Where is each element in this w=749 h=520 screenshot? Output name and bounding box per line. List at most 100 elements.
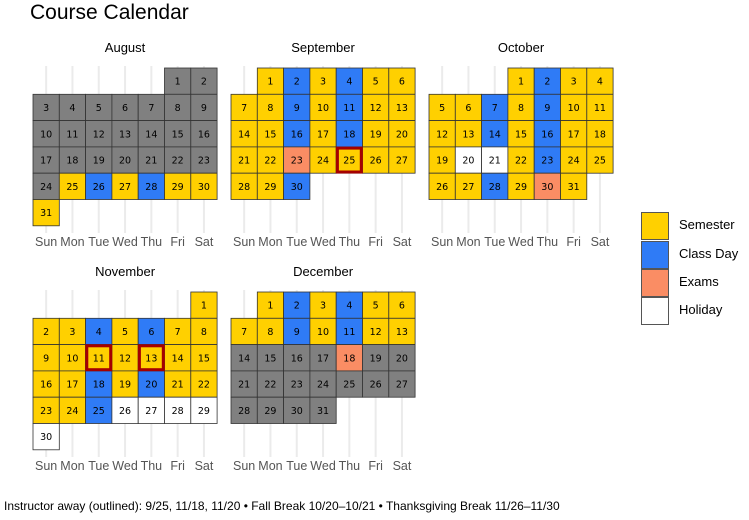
day-cell: 10 (309, 93, 337, 122)
day-number: 11 (93, 353, 105, 364)
day-number: 12 (370, 103, 382, 114)
day-cell: 16 (283, 120, 311, 148)
day-cell: 22 (256, 146, 284, 174)
day-cell: 2 (283, 291, 311, 319)
day-cell-rect (481, 172, 509, 200)
day-cell: 10 (309, 317, 337, 345)
day-cell: 11 (85, 344, 113, 372)
day-number: 19 (370, 353, 382, 364)
weekday-label: Sat (393, 459, 412, 473)
day-number: 7 (241, 327, 247, 338)
day-cell: 13 (454, 120, 482, 148)
day-cell: 26 (362, 370, 390, 398)
legend-label-holiday: Holiday (679, 302, 723, 317)
day-number: 25 (343, 156, 355, 167)
day-number: 26 (370, 156, 382, 167)
month-title: November (95, 264, 156, 279)
day-number: 11 (343, 103, 355, 114)
day-cell-rect (58, 172, 86, 200)
day-cell: 1 (507, 67, 535, 95)
day-cell: 9 (533, 93, 561, 122)
day-cell: 14 (481, 120, 509, 148)
day-cell: 21 (481, 146, 509, 174)
day-number: 27 (396, 156, 408, 167)
day-cell: 3 (309, 67, 337, 95)
day-number: 28 (172, 406, 184, 417)
day-number: 4 (346, 77, 352, 88)
day-cell-rect (190, 172, 218, 200)
day-cell-rect (533, 120, 561, 148)
weekday-label: Wed (508, 235, 534, 249)
day-cell: 26 (85, 172, 113, 200)
day-cell-rect (32, 199, 60, 227)
day-number: 29 (264, 182, 276, 193)
day-number: 2 (544, 77, 550, 88)
day-number: 23 (541, 156, 553, 167)
day-cell: 25 (335, 146, 363, 174)
day-cell: 23 (533, 146, 561, 174)
day-cell: 6 (454, 93, 482, 122)
day-cell: 9 (32, 344, 60, 372)
legend-swatch-exams (641, 269, 669, 297)
day-cell-rect (58, 370, 86, 398)
day-cell: 23 (283, 146, 311, 174)
day-cell-rect (85, 120, 113, 148)
day-cell: 18 (335, 120, 363, 148)
day-number: 22 (264, 156, 276, 167)
day-number: 5 (373, 77, 379, 88)
day-cell: 25 (58, 172, 86, 200)
day-cell-rect (137, 396, 165, 424)
day-cell-rect (111, 317, 139, 345)
day-cell: 6 (137, 317, 165, 345)
day-cell: 31 (32, 199, 60, 227)
day-number: 9 (294, 327, 300, 338)
day-cell-rect (190, 396, 218, 424)
day-number: 26 (370, 380, 382, 391)
day-cell-rect (190, 120, 218, 148)
day-cell-rect (533, 146, 561, 174)
day-cell: 3 (58, 317, 86, 345)
day-cell: 23 (32, 396, 60, 424)
day-cell: 12 (85, 120, 113, 148)
day-number: 24 (66, 406, 78, 417)
day-cell: 15 (164, 120, 192, 148)
legend-label-exams: Exams (679, 274, 719, 289)
month-title: September (291, 40, 355, 55)
day-cell-rect (230, 396, 258, 424)
day-number: 14 (238, 129, 250, 140)
day-cell: 25 (586, 146, 614, 174)
day-cell-rect (256, 396, 284, 424)
day-cell-rect (230, 120, 258, 148)
day-cell-rect (362, 120, 390, 148)
day-number: 16 (291, 129, 303, 140)
day-cell: 19 (362, 120, 390, 148)
day-cell-rect (362, 291, 390, 319)
day-number: 20 (462, 156, 474, 167)
day-number: 22 (172, 156, 184, 167)
day-cell: 13 (111, 120, 139, 148)
weekday-label: Fri (368, 235, 383, 249)
day-cell: 24 (560, 146, 588, 174)
day-number: 14 (172, 353, 184, 364)
day-number: 23 (198, 156, 210, 167)
day-cell-rect (164, 172, 192, 200)
day-number: 6 (148, 327, 154, 338)
day-cell: 11 (586, 93, 614, 122)
day-number: 25 (594, 156, 606, 167)
day-number: 28 (489, 182, 501, 193)
instructor-away-outline (335, 146, 363, 174)
legend-label-class-day: Class Day (679, 246, 739, 261)
day-number: 23 (291, 156, 303, 167)
day-number: 29 (515, 182, 527, 193)
day-cell: 10 (58, 344, 86, 372)
month-title: December (293, 264, 354, 279)
day-cell: 28 (137, 172, 165, 200)
day-cell: 20 (388, 120, 416, 148)
day-cell-rect (560, 172, 588, 200)
day-cell: 22 (256, 370, 284, 398)
weekday-label: Fri (368, 459, 383, 473)
day-number: 1 (267, 77, 273, 88)
day-cell: 12 (362, 317, 390, 345)
day-cell: 8 (507, 93, 535, 122)
day-number: 8 (267, 327, 273, 338)
